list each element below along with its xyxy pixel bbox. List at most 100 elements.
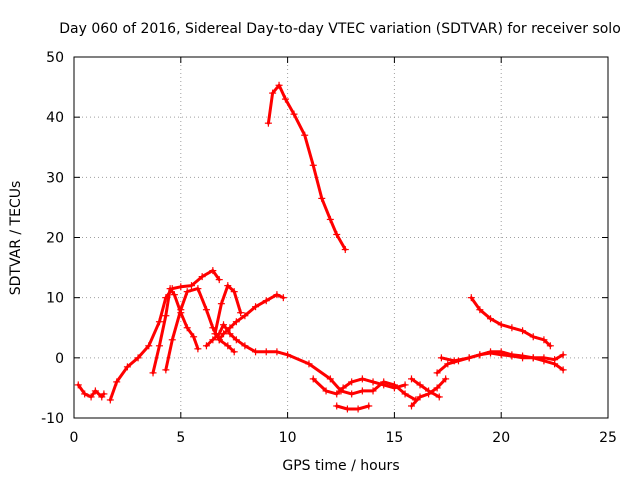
data-point (369, 387, 377, 395)
data-point (209, 267, 217, 275)
data-point (170, 291, 178, 299)
data-point (202, 342, 210, 350)
data-point (467, 294, 475, 302)
data-point (237, 309, 245, 317)
data-point (358, 375, 366, 383)
data-point (435, 393, 443, 401)
data-point (354, 405, 362, 413)
data-point (209, 336, 217, 344)
data-point (215, 336, 223, 344)
data-point (333, 390, 341, 398)
data-point (166, 285, 174, 293)
data-point (326, 215, 334, 223)
data-point (113, 378, 121, 386)
data-point (454, 357, 462, 365)
x-tick-label: 20 (492, 430, 510, 446)
data-point (262, 348, 270, 356)
data-point (211, 330, 219, 338)
data-point (301, 131, 309, 139)
data-point (187, 282, 195, 290)
data-point (348, 390, 356, 398)
data-point (230, 348, 238, 356)
x-tick-label: 15 (385, 430, 403, 446)
data-point (369, 378, 377, 386)
data-point (407, 402, 415, 410)
data-point (217, 300, 225, 308)
data-point (343, 405, 351, 413)
data-point (326, 375, 334, 383)
data-point (252, 348, 260, 356)
x-tick-labels: 0 5 10 15 20 25 (70, 430, 617, 446)
series-arc-9 (309, 375, 409, 398)
data-point (220, 330, 228, 338)
data-point (202, 306, 210, 314)
data-point (224, 282, 232, 290)
data-point (226, 324, 234, 332)
data-point (284, 351, 292, 359)
data-point (487, 315, 495, 323)
data-point (275, 81, 283, 89)
data-point (476, 351, 484, 359)
chart-title: Day 060 of 2016, Sidereal Day-to-day VTE… (59, 21, 621, 37)
data-point (309, 375, 317, 383)
data-point (508, 324, 516, 332)
x-axis-label: GPS time / hours (282, 458, 399, 474)
data-point (551, 356, 559, 364)
data-point (401, 381, 409, 389)
series-line (335, 404, 371, 411)
data-point (437, 354, 445, 362)
data-point (444, 360, 452, 368)
data-point (380, 381, 388, 389)
series-arc-10 (333, 402, 373, 413)
data-point (401, 390, 409, 398)
data-point (183, 324, 191, 332)
data-point (465, 354, 473, 362)
data-point (416, 381, 424, 389)
data-point (416, 393, 424, 401)
data-point (341, 246, 349, 254)
data-point (177, 306, 185, 314)
data-point (149, 369, 157, 377)
data-point (232, 336, 240, 344)
data-point (546, 342, 554, 350)
data-point (215, 276, 223, 284)
data-point (262, 297, 270, 305)
data-point (81, 390, 89, 398)
x-tick-label: 25 (599, 430, 617, 446)
data-point (190, 333, 198, 341)
data-point (442, 375, 450, 383)
data-point (273, 348, 281, 356)
data-point (220, 321, 228, 329)
data-point (425, 387, 433, 395)
data-point (168, 336, 176, 344)
series-arc-6 (215, 291, 287, 344)
data-point (559, 351, 567, 359)
data-point (508, 352, 516, 360)
data-point (100, 390, 108, 398)
data-point (194, 345, 202, 353)
y-tick-label: -10 (41, 411, 64, 427)
series-arc-2 (106, 267, 223, 404)
data-point (339, 384, 347, 392)
data-point (519, 327, 527, 335)
data-point (333, 402, 341, 410)
data-point (559, 366, 567, 374)
data-point (497, 321, 505, 329)
x-tick-label: 10 (279, 430, 297, 446)
data-point (241, 312, 249, 320)
data-point (279, 294, 287, 302)
y-tick-label: 0 (55, 351, 64, 367)
series-arc-15 (467, 294, 554, 350)
series-line (311, 377, 407, 396)
y-tick-label: 40 (46, 110, 64, 126)
data-point (487, 349, 495, 357)
data-point (198, 273, 206, 281)
data-point (91, 387, 99, 395)
data-point (183, 288, 191, 296)
data-point (290, 110, 298, 118)
y-axis-label: SDTVAR / TECUs (8, 181, 24, 296)
data-point (358, 387, 366, 395)
data-point (194, 285, 202, 293)
data-point (162, 366, 170, 374)
data-point (145, 342, 153, 350)
